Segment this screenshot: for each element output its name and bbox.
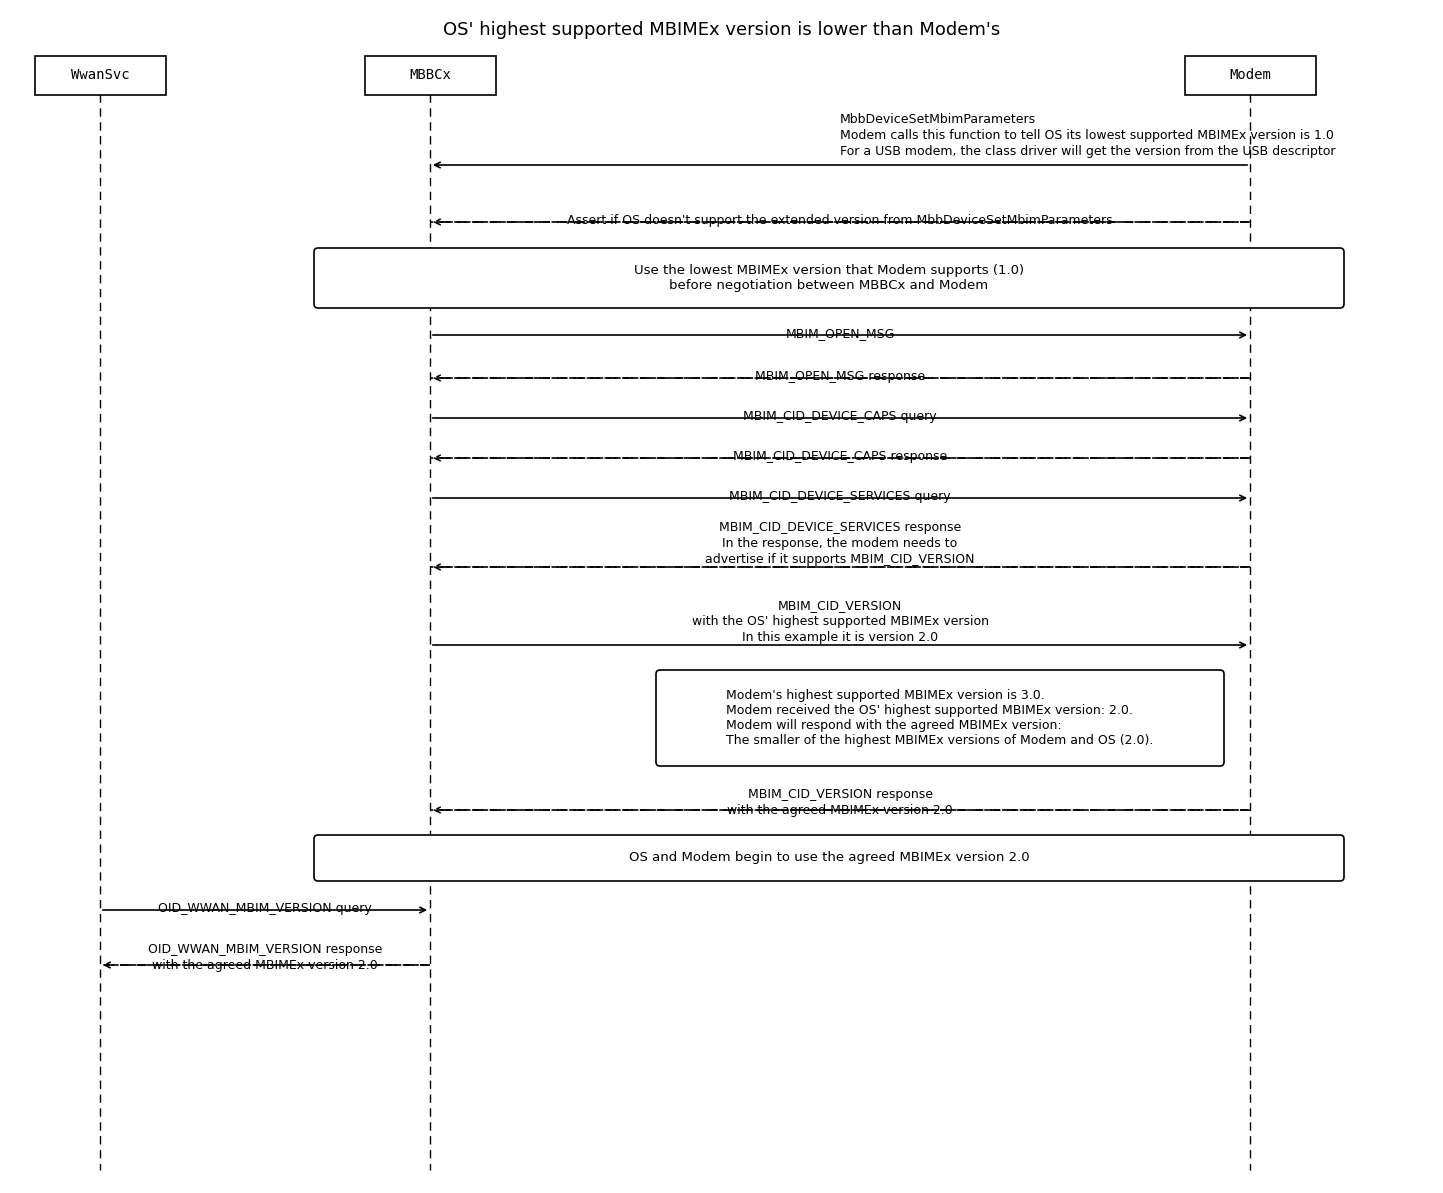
Text: MBIM_CID_DEVICE_CAPS query: MBIM_CID_DEVICE_CAPS query xyxy=(743,410,937,424)
Text: In the response, the modem needs to: In the response, the modem needs to xyxy=(723,537,958,550)
Text: OID_WWAN_MBIM_VERSION response: OID_WWAN_MBIM_VERSION response xyxy=(147,942,382,956)
Text: MBIM_CID_DEVICE_SERVICES query: MBIM_CID_DEVICE_SERVICES query xyxy=(729,490,951,503)
Text: MbbDeviceSetMbimParameters: MbbDeviceSetMbimParameters xyxy=(840,113,1036,126)
Text: with the agreed MBIMEx version 2.0: with the agreed MBIMEx version 2.0 xyxy=(727,804,952,817)
Text: MBIM_CID_DEVICE_CAPS response: MBIM_CID_DEVICE_CAPS response xyxy=(733,450,947,463)
FancyBboxPatch shape xyxy=(1185,56,1316,94)
Text: For a USB modem, the class driver will get the version from the USB descriptor: For a USB modem, the class driver will g… xyxy=(840,146,1336,157)
Text: MBIM_CID_DEVICE_SERVICES response: MBIM_CID_DEVICE_SERVICES response xyxy=(719,521,961,534)
Text: Modem's highest supported MBIMEx version is 3.0.
Modem received the OS' highest : Modem's highest supported MBIMEx version… xyxy=(726,690,1154,747)
Text: with the agreed MBIMEx version 2.0: with the agreed MBIMEx version 2.0 xyxy=(152,959,378,972)
Text: MBBCx: MBBCx xyxy=(408,68,450,82)
Text: Use the lowest MBIMEx version that Modem supports (1.0)
before negotiation betwe: Use the lowest MBIMEx version that Modem… xyxy=(633,264,1025,292)
Text: MBIM_OPEN_MSG response: MBIM_OPEN_MSG response xyxy=(755,370,925,383)
Text: OS' highest supported MBIMEx version is lower than Modem's: OS' highest supported MBIMEx version is … xyxy=(443,21,1000,39)
FancyBboxPatch shape xyxy=(365,56,495,94)
Text: MBIM_CID_VERSION response: MBIM_CID_VERSION response xyxy=(747,789,932,801)
FancyBboxPatch shape xyxy=(315,835,1343,880)
Text: Assert if OS doesn't support the extended version from MbbDeviceSetMbimParameter: Assert if OS doesn't support the extende… xyxy=(567,214,1113,227)
Text: MBIM_OPEN_MSG: MBIM_OPEN_MSG xyxy=(785,327,895,340)
Text: advertise if it supports MBIM_CID_VERSION: advertise if it supports MBIM_CID_VERSIO… xyxy=(706,554,975,565)
FancyBboxPatch shape xyxy=(35,56,166,94)
FancyBboxPatch shape xyxy=(657,670,1224,766)
Text: with the OS' highest supported MBIMEx version: with the OS' highest supported MBIMEx ve… xyxy=(691,616,988,628)
Text: Modem calls this function to tell OS its lowest supported MBIMEx version is 1.0: Modem calls this function to tell OS its… xyxy=(840,129,1333,142)
Text: Modem: Modem xyxy=(1229,68,1271,82)
Text: In this example it is version 2.0: In this example it is version 2.0 xyxy=(742,631,938,644)
Text: OID_WWAN_MBIM_VERSION query: OID_WWAN_MBIM_VERSION query xyxy=(159,902,372,915)
Text: OS and Modem begin to use the agreed MBIMEx version 2.0: OS and Modem begin to use the agreed MBI… xyxy=(629,852,1029,865)
FancyBboxPatch shape xyxy=(315,248,1343,308)
Text: WwanSvc: WwanSvc xyxy=(71,68,130,82)
Text: MBIM_CID_VERSION: MBIM_CID_VERSION xyxy=(778,599,902,612)
